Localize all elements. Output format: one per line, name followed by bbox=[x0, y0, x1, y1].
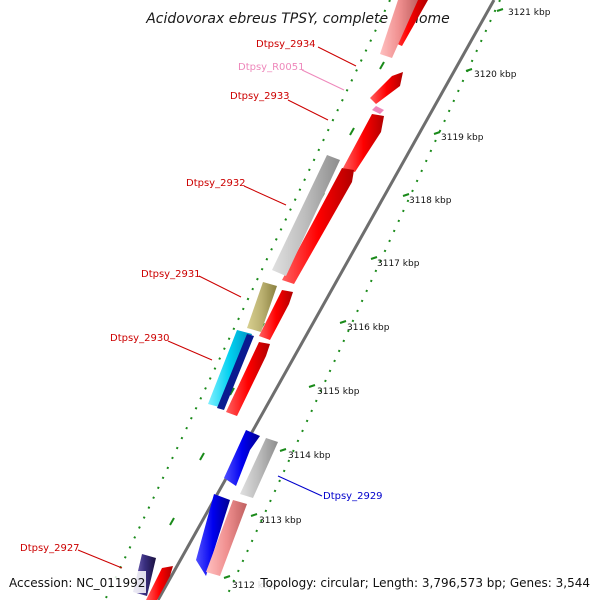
scale-tick-3119 bbox=[433, 131, 441, 135]
leader-line-dtpsy-r0051 bbox=[301, 69, 345, 91]
scale-tick-label-3121: 3121 kbp bbox=[508, 8, 551, 18]
feature-dtpsy-2933-red[interactable] bbox=[343, 114, 384, 172]
footer-bar: Accession: NC_011992 Topology: circular;… bbox=[6, 571, 594, 593]
scale-tick-label-3116: 3116 kbp bbox=[347, 323, 390, 333]
footer-accession: Accession: NC_011992 bbox=[9, 576, 145, 590]
gene-label-dtpsy-2927[interactable]: Dtpsy_2927 bbox=[20, 543, 80, 554]
gene-label-dtpsy-2932[interactable]: Dtpsy_2932 bbox=[186, 178, 246, 189]
leader-line-dtpsy-2930 bbox=[167, 340, 213, 361]
scale-ticks: 3121 kbp 3120 kbp 3119 kbp 3118 kbp 3117… bbox=[223, 8, 551, 591]
feature-dtpsy-2927-red[interactable] bbox=[146, 566, 173, 600]
feature-dtpsy-2932-gray[interactable] bbox=[272, 155, 340, 276]
scale-tick-label-3120: 3120 kbp bbox=[474, 70, 517, 80]
guide-tick bbox=[379, 61, 385, 70]
genome-backbone bbox=[156, 0, 496, 600]
feature-dtpsy-2930-red[interactable] bbox=[226, 342, 270, 416]
feature-dtpsy-2934-pink[interactable] bbox=[380, 0, 418, 58]
scale-tick-label-3115: 3115 kbp bbox=[317, 387, 360, 397]
feature-dtpsy-2929-gray[interactable] bbox=[240, 438, 278, 498]
scale-tick-label-3112: 3112 kbp bbox=[232, 581, 275, 591]
scale-tick-3120 bbox=[465, 68, 473, 72]
feature-dtpsy-2931-olive[interactable] bbox=[247, 282, 277, 332]
gene-label-dtpsy-2934[interactable]: Dtpsy_2934 bbox=[256, 39, 316, 50]
leader-line-dtpsy-2931 bbox=[198, 275, 242, 298]
leader-line-dtpsy-2933 bbox=[287, 99, 329, 121]
gene-label-dtpsy-2933[interactable]: Dtpsy_2933 bbox=[230, 91, 290, 102]
scale-tick-label-3119: 3119 kbp bbox=[441, 133, 484, 143]
gene-label-dtpsy-2931[interactable]: Dtpsy_2931 bbox=[141, 269, 201, 280]
scale-tick-3115 bbox=[308, 384, 316, 388]
cds-forward-track bbox=[146, 0, 428, 600]
guide-tick bbox=[229, 387, 235, 396]
leader-line-dtpsy-2929 bbox=[277, 475, 323, 497]
feature-red-arrow-a[interactable] bbox=[370, 72, 403, 104]
feature-dtpsy-2932-red[interactable] bbox=[282, 168, 354, 284]
footer-summary: Topology: circular; Length: 3,796,573 bp… bbox=[259, 576, 590, 590]
scale-tick-3116 bbox=[339, 320, 347, 324]
gene-label-dtpsy-2929[interactable]: Dtpsy_2929 bbox=[323, 491, 383, 502]
scale-tick-3117 bbox=[370, 256, 378, 260]
feature-pink-lower[interactable] bbox=[206, 500, 247, 576]
scale-tick-label-3117: 3117 kbp bbox=[377, 259, 420, 269]
genome-title: Acidovorax ebreus TPSY, complete genome bbox=[145, 11, 450, 27]
footer-summary-bg bbox=[258, 571, 594, 593]
gene-labels: Dtpsy_2934 Dtpsy_R0051 Dtpsy_2933 Dtpsy_… bbox=[20, 39, 383, 569]
feature-dtpsy-2931-red[interactable] bbox=[259, 290, 293, 340]
feature-dtpsy-r0051-rna[interactable] bbox=[372, 106, 384, 114]
feature-blue-reverse-lower[interactable] bbox=[196, 494, 230, 576]
feature-dtpsy-2930-navy[interactable] bbox=[217, 334, 254, 410]
scale-tick-3113 bbox=[250, 513, 258, 517]
leader-line-dtpsy-2934 bbox=[317, 46, 357, 67]
outer-track bbox=[133, 0, 418, 596]
scale-tick-label-3113: 3113 kbp bbox=[259, 516, 302, 526]
feature-dtpsy-2929-blue[interactable] bbox=[224, 430, 260, 486]
gene-label-dtpsy-2930[interactable]: Dtpsy_2930 bbox=[110, 333, 170, 344]
scale-tick-label-3118: 3118 kbp bbox=[409, 196, 452, 206]
scale-tick-3118 bbox=[402, 193, 410, 197]
gene-label-dtpsy-r0051[interactable]: Dtpsy_R0051 bbox=[238, 62, 305, 73]
scale-tick-3112 bbox=[223, 575, 231, 579]
guide-tick bbox=[169, 517, 175, 526]
guide-dotted-line bbox=[104, 0, 391, 600]
scale-tick-3121 bbox=[496, 8, 504, 12]
scale-tick-3114 bbox=[279, 448, 287, 452]
footer-accession-bg bbox=[6, 571, 146, 593]
scale-dotted-line bbox=[224, 0, 501, 600]
leader-line-dtpsy-2927 bbox=[77, 549, 123, 569]
guide-tick bbox=[199, 452, 205, 461]
scale-tick-label-3114: 3114 kbp bbox=[288, 451, 331, 461]
guide-tick bbox=[349, 127, 355, 136]
leader-line-dtpsy-2932 bbox=[243, 185, 287, 206]
